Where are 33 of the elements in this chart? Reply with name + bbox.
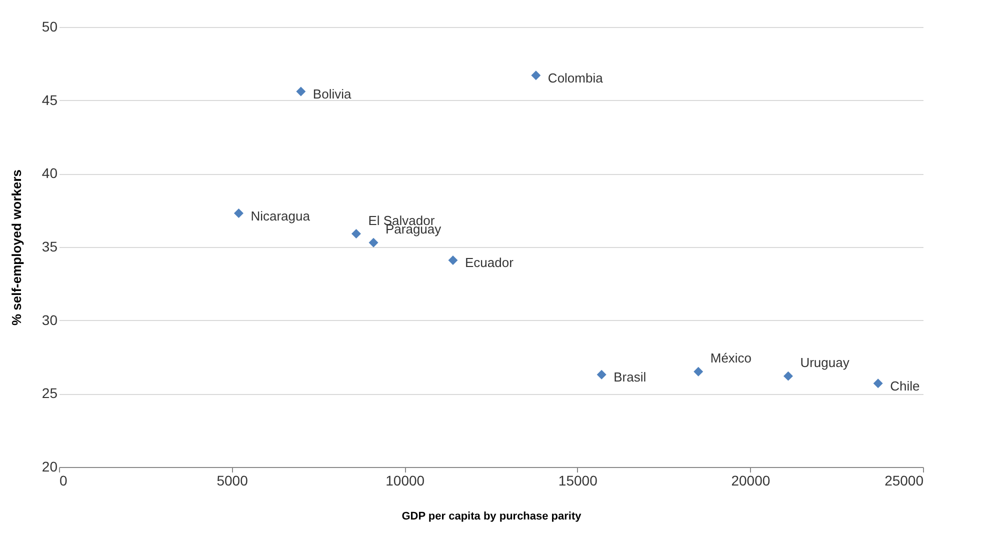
point xyxy=(873,378,883,388)
y-tick-label: 50 xyxy=(42,18,58,34)
point xyxy=(596,370,606,380)
x-tick-label: 10000 xyxy=(386,472,425,488)
x-tick-label: 25000 xyxy=(884,472,924,488)
point xyxy=(694,366,704,376)
x-tick-label: 15000 xyxy=(558,472,598,488)
y-tick-label: 45 xyxy=(42,92,58,108)
y-axis-title: % self-employed workers xyxy=(8,169,24,326)
y-tick-label: 25 xyxy=(42,385,58,402)
x-tick-label: 5000 xyxy=(216,472,248,488)
annotation: Brasil xyxy=(614,370,646,385)
point xyxy=(296,86,306,96)
point xyxy=(448,255,458,265)
annotation: Bolivia xyxy=(312,86,352,102)
y-tick-label: 35 xyxy=(42,238,58,254)
point xyxy=(234,208,244,218)
y-tick-label: 40 xyxy=(42,165,58,182)
point xyxy=(531,70,541,80)
point xyxy=(783,371,793,381)
point xyxy=(368,238,378,248)
annotation: Colombia xyxy=(548,70,604,86)
y-tick-label: 20 xyxy=(42,458,58,474)
annotation: Nicaragua xyxy=(250,208,311,224)
annotation: Chile xyxy=(890,378,920,394)
x-tick-label: 0 xyxy=(60,472,68,488)
x-tick-label: 20000 xyxy=(731,472,770,488)
y-tick-label: 30 xyxy=(42,312,58,328)
x-axis-title: GDP per capita by purchase parity xyxy=(402,510,582,522)
annotation: Ecuador xyxy=(464,255,514,270)
point xyxy=(351,229,361,239)
annotation: México xyxy=(710,350,752,366)
annotation: Uruguay xyxy=(800,355,850,370)
